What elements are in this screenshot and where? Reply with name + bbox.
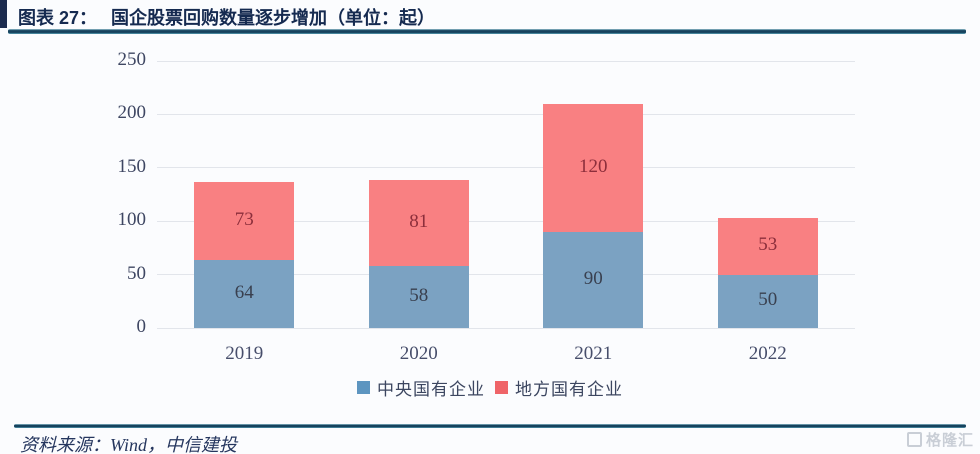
gridline-y-100: [157, 220, 855, 222]
watermark-text: 格隆汇: [925, 432, 974, 449]
chart-plot-area: 64 73 58 81 90 120 50 53: [157, 60, 855, 329]
gridline-y-150: [157, 167, 855, 169]
figure-number-label: 图表 27：: [18, 8, 98, 28]
gridline-y-50: [157, 274, 855, 276]
bar-segment-2020-series0: 58: [368, 266, 469, 328]
bar-value-label: 120: [579, 155, 608, 177]
bar-segment-2019-series0: 64: [194, 259, 295, 328]
chart-legend: 中央国有企业 地方国有企业: [0, 375, 980, 400]
legend-label: 中央国有企业: [377, 380, 485, 399]
stacked-bar-chart: 64 73 58 81 90 120 50 53 0 50 100 150 200 250 2019 20…: [0, 45, 980, 410]
bar-segment-2021-series1: 120: [543, 103, 644, 232]
x-axis-tick-label-2022: 2022: [748, 343, 787, 364]
x-axis-tick-label-2020: 2020: [399, 343, 438, 364]
watermark-bracket-icon: [906, 432, 922, 447]
y-axis-tick-label-250: 250: [117, 49, 147, 70]
bar-value-label: 64: [234, 281, 254, 303]
gridline-y-200: [157, 113, 855, 115]
y-axis-tick-label-200: 200: [117, 102, 147, 124]
watermark-logo: 格隆汇: [906, 429, 974, 450]
bar-value-label: 58: [409, 284, 429, 306]
bar-value-label: 90: [583, 267, 603, 289]
figure-header: 图表 27： 国企股票回购数量逐步增加（单位：起）: [18, 4, 435, 30]
legend-label: 地方国有企业: [515, 380, 623, 399]
source-note: 资料来源：Wind，中信建投: [20, 435, 238, 454]
bar-segment-2022-series0: 50: [717, 274, 818, 328]
footer-rule: [14, 424, 966, 428]
bar-value-label: 73: [234, 208, 254, 230]
y-axis-tick-label-0: 0: [136, 316, 147, 337]
legend-swatch-icon: [357, 381, 370, 394]
y-axis-tick-label-100: 100: [117, 209, 147, 231]
gridline-y-0: [157, 327, 855, 329]
legend-item-series0: 中央国有企业: [357, 375, 485, 400]
bar-segment-2019-series1: 73: [194, 181, 295, 260]
y-axis-tick-label-150: 150: [117, 155, 147, 177]
bar-value-label: 50: [758, 289, 778, 311]
figure-title: 国企股票回购数量逐步增加（单位：起）: [111, 8, 436, 28]
header-rule: [8, 29, 966, 34]
y-axis-tick-label-50: 50: [127, 262, 146, 284]
gridline-y-250: [157, 60, 855, 62]
bar-segment-2021-series0: 90: [543, 231, 644, 328]
legend-item-series1: 地方国有企业: [495, 375, 623, 400]
bar-segment-2020-series1: 81: [368, 179, 469, 267]
title-accent-bar: [0, 0, 7, 28]
bar-segment-2022-series1: 53: [717, 218, 818, 275]
legend-swatch-icon: [495, 381, 508, 394]
x-axis-tick-label-2019: 2019: [225, 343, 264, 364]
bar-value-label: 53: [758, 234, 778, 256]
x-axis-tick-label-2021: 2021: [574, 343, 613, 364]
bar-value-label: 81: [409, 210, 429, 232]
